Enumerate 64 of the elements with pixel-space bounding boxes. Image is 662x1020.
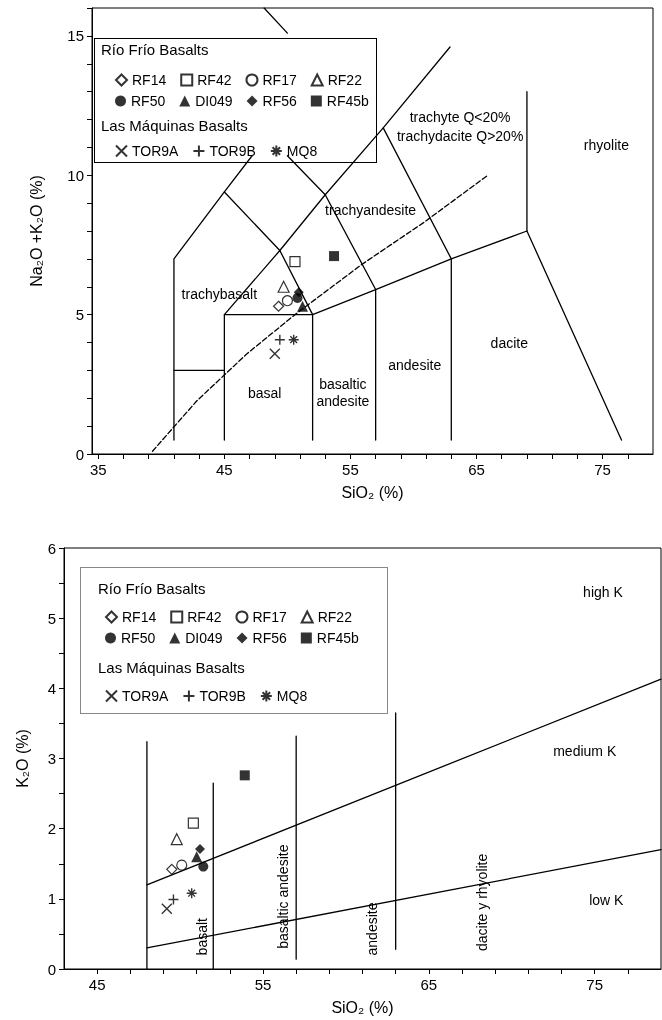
legend-label: TOR9A: [122, 688, 170, 704]
legend-label: RF42: [187, 609, 222, 625]
legend-label: RF56: [252, 630, 288, 646]
annotation: basaltic andesite: [274, 844, 291, 949]
legend-label: DI049: [185, 630, 223, 646]
y-tick-label: 4: [47, 679, 56, 697]
y-tick-label: 3: [47, 750, 56, 767]
y-axis-title: Na₂O +K₂O (%): [27, 175, 45, 287]
annotation: medium K: [553, 743, 617, 760]
annotation: low K: [589, 892, 625, 909]
legend-label: RF22: [317, 609, 353, 625]
legend-label: RF17: [252, 609, 287, 625]
legend-label: DI049: [195, 93, 233, 109]
x-axis-title: SiO₂ (%): [341, 483, 404, 501]
y-tick-label: 10: [67, 166, 84, 184]
annotation: basalt: [193, 917, 210, 956]
x-tick-label: 45: [88, 976, 106, 993]
text: Las Máquinas Basalts: [101, 117, 248, 134]
legend-label: TOR9A: [132, 143, 180, 159]
text: Río Frío Basalts: [101, 41, 209, 58]
x-tick-label: 65: [468, 461, 485, 478]
x-tick-label: 45: [216, 461, 233, 478]
annotation: andesite: [364, 902, 381, 956]
legend-label: RF45b: [316, 630, 360, 646]
legend-label: TOR9B: [199, 688, 246, 704]
annotation: trachyte Q<20%: [409, 108, 511, 125]
legend-label: RF56: [262, 93, 298, 109]
annotation: high K: [583, 583, 624, 600]
y-tick-label: 0: [75, 445, 84, 463]
y-tick-label: 1: [47, 890, 56, 908]
x-tick-label: 65: [420, 976, 438, 993]
x-tick-label: 35: [89, 461, 107, 478]
annotation: rhyolite: [583, 136, 630, 153]
y-tick-label: 15: [67, 27, 84, 45]
annotation: dacite: [490, 334, 529, 351]
legend-label: RF42: [197, 72, 232, 88]
legend-label: RF14: [132, 72, 167, 88]
x-tick-label: 75: [586, 976, 604, 993]
y-tick-label: 0: [47, 960, 56, 978]
y-tick-label: 5: [75, 306, 84, 324]
annotation: andesite: [388, 356, 442, 373]
text: Río Frío Basalts: [98, 580, 206, 597]
x-axis-title: SiO₂ (%): [331, 998, 394, 1016]
legend-label: RF50: [121, 630, 156, 646]
legend-label: MQ8: [276, 688, 308, 704]
y-axis-title: K₂O (%): [13, 729, 31, 788]
legend-label: MQ8: [286, 143, 318, 159]
legend-label: TOR9B: [209, 143, 256, 159]
annotation: trachydacite Q>20%: [396, 128, 524, 145]
legend-label: RF17: [262, 72, 297, 88]
annotation: basaltic andesite: [316, 376, 370, 410]
x-tick-label: 55: [254, 976, 272, 993]
x-tick-label: 75: [594, 461, 611, 478]
y-tick-label: 6: [47, 539, 56, 557]
legend-label: RF45b: [326, 93, 370, 109]
legend-label: RF14: [122, 609, 157, 625]
legend-label: RF50: [131, 93, 166, 109]
text: Las Máquinas Basalts: [98, 659, 245, 676]
annotation: basal: [247, 384, 282, 401]
legend-label: RF22: [327, 72, 363, 88]
y-tick-label: 5: [47, 609, 56, 627]
annotation: dacite y rhyolite: [473, 853, 490, 951]
x-tick-label: 55: [342, 461, 359, 478]
y-tick-label: 2: [47, 820, 56, 838]
